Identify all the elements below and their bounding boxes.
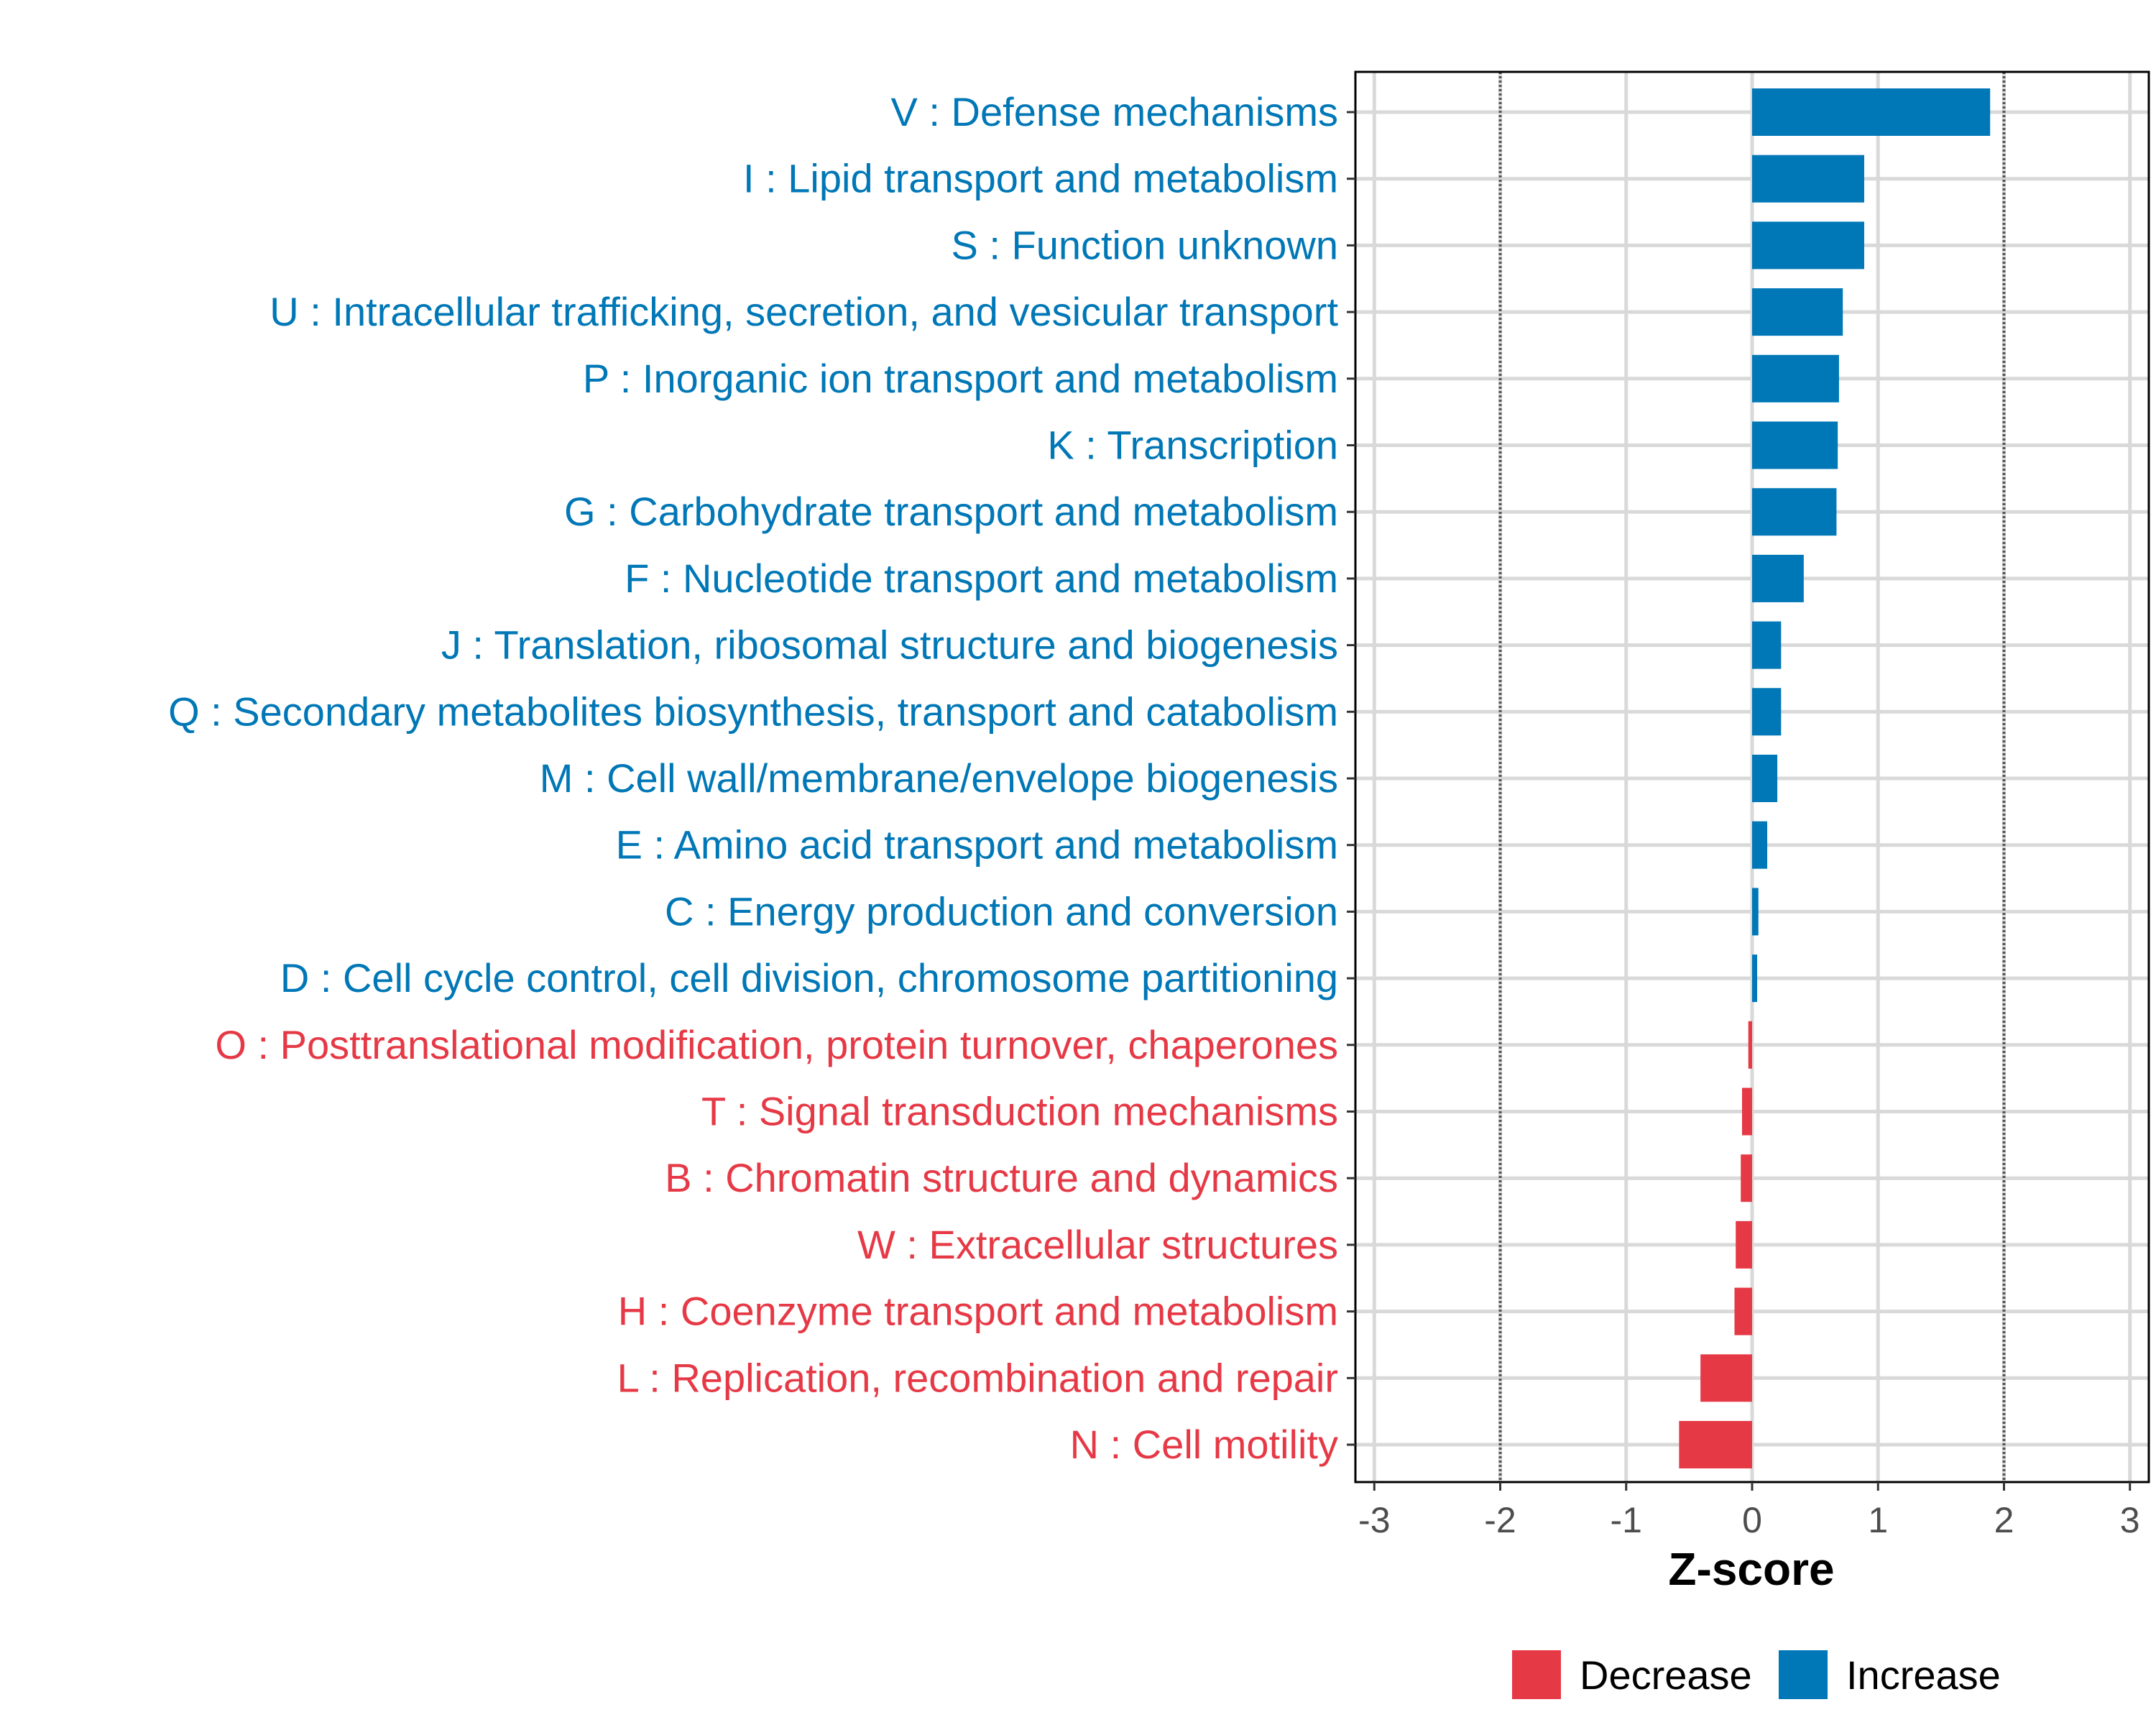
category-label: H : Coenzyme transport and metabolism: [618, 1289, 1338, 1334]
legend-swatch-increase: [1779, 1650, 1828, 1699]
category-label: Q : Secondary metabolites biosynthesis, …: [168, 689, 1338, 734]
bar: [1752, 954, 1758, 1003]
bar: [1736, 1220, 1752, 1269]
category-label: G : Carbohydrate transport and metabolis…: [564, 489, 1338, 534]
category-label: M : Cell wall/membrane/envelope biogenes…: [540, 755, 1338, 801]
x-tick-label: 2: [1994, 1500, 2014, 1540]
category-labels: V : Defense mechanisms I : Lipid transpor…: [168, 89, 1355, 1467]
x-tick-label: 1: [1868, 1500, 1888, 1540]
category-label: J : Translation, ribosomal structure and…: [441, 622, 1338, 668]
legend-swatch-decrease: [1512, 1650, 1561, 1699]
category-label: O : Posttranslational modification, prot…: [215, 1022, 1338, 1067]
bar: [1752, 621, 1782, 669]
legend: Decrease Increase: [1512, 1650, 2001, 1699]
category-label: T : Signal transduction mechanisms: [701, 1089, 1338, 1134]
category-label: E : Amino acid transport and metabolism: [616, 822, 1338, 868]
x-tick-label: 3: [2120, 1500, 2140, 1540]
legend-label: Decrease: [1580, 1652, 1752, 1698]
bar: [1752, 488, 1837, 536]
bar: [1752, 421, 1838, 469]
category-label: D : Cell cycle control, cell division, c…: [280, 955, 1338, 1000]
bar: [1734, 1287, 1752, 1335]
bar: [1752, 221, 1864, 270]
x-axis-title: Z-score: [1668, 1543, 1834, 1595]
bar: [1752, 821, 1768, 869]
category-label: S : Function unknown: [951, 222, 1338, 267]
bar: [1752, 288, 1843, 336]
bar: [1679, 1421, 1752, 1468]
bar: [1752, 88, 1991, 136]
x-tick-label: -2: [1484, 1500, 1516, 1540]
category-label: V : Defense mechanisms: [891, 89, 1338, 134]
x-tick-label: 0: [1742, 1500, 1762, 1540]
bar: [1752, 688, 1782, 736]
bar: [1748, 1021, 1752, 1069]
bar: [1700, 1354, 1752, 1402]
category-label: I : Lipid transport and metabolism: [743, 156, 1338, 201]
category-label: K : Transcription: [1047, 423, 1338, 468]
bar: [1752, 554, 1804, 602]
bar: [1741, 1154, 1752, 1202]
category-label: W : Extracellular structures: [857, 1222, 1338, 1267]
x-tick-label: -3: [1358, 1500, 1390, 1540]
bar: [1752, 354, 1839, 402]
category-label: F : Nucleotide transport and metabolism: [625, 556, 1338, 601]
category-label: U : Intracellular trafficking, secretion…: [270, 289, 1338, 334]
x-tick-label: -1: [1611, 1500, 1642, 1540]
category-label: P : Inorganic ion transport and metaboli…: [583, 356, 1338, 401]
category-label: B : Chromatin structure and dynamics: [665, 1155, 1338, 1200]
category-label: N : Cell motility: [1070, 1422, 1338, 1467]
x-axis-ticks: -3 -2 -1 0 1 2 3: [1358, 1482, 2140, 1540]
bar: [1752, 155, 1864, 203]
bar: [1752, 888, 1759, 936]
bars: [1679, 88, 1991, 1468]
legend-label: Increase: [1846, 1652, 2001, 1698]
category-label: L : Replication, recombination and repai…: [617, 1355, 1338, 1400]
category-label: C : Energy production and conversion: [665, 888, 1338, 934]
bar: [1752, 755, 1778, 802]
bar: [1741, 1087, 1752, 1136]
